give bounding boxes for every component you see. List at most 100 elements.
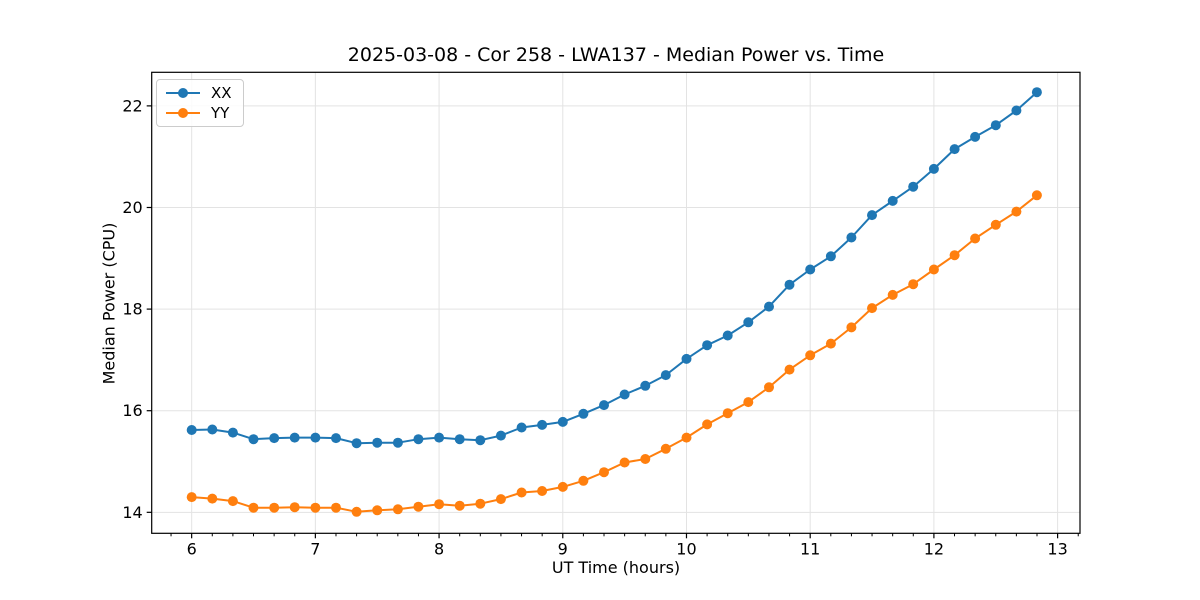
series-yy-marker-35 (908, 279, 919, 290)
series-yy-marker-30 (805, 350, 816, 361)
series-yy-marker-12 (434, 499, 445, 510)
series-yy-marker-25 (702, 419, 713, 430)
series-xx-marker-26 (722, 330, 733, 341)
series-xx-marker-6 (310, 432, 321, 443)
series-xx-marker-22 (640, 380, 651, 391)
series-yy-marker-33 (867, 303, 877, 314)
series-xx-marker-18 (557, 416, 568, 427)
series-xx-marker-31 (825, 251, 836, 262)
series-yy-marker-3 (248, 502, 259, 513)
series-yy-marker-32 (846, 322, 857, 333)
series-yy-marker-20 (599, 467, 609, 478)
x-tick-label-8: 8 (434, 539, 444, 558)
legend-swatch-yy-icon (166, 108, 200, 118)
series-yy-marker-40 (1011, 206, 1022, 217)
series-yy-marker-26 (722, 408, 733, 419)
x-tick-label-13: 13 (1047, 539, 1067, 558)
series-yy-line (190, 194, 1038, 513)
series-xx-marker-40 (1011, 105, 1022, 116)
series-xx-marker-12 (434, 432, 445, 443)
y-tick-label-22: 22 (122, 96, 142, 115)
series-xx-marker-21 (619, 389, 630, 400)
series-yy-marker-21 (619, 457, 630, 468)
series-yy-marker-37 (949, 250, 960, 261)
series-yy-marker-22 (640, 454, 651, 464)
legend-swatch-xx-icon (166, 88, 200, 98)
series-yy-marker-13 (454, 500, 465, 511)
legend-label-yy: YY (211, 104, 230, 122)
series-yy-marker-16 (516, 487, 527, 498)
series-xx-marker-10 (392, 437, 403, 448)
series-xx-marker-20 (599, 400, 609, 411)
series-xx-marker-8 (351, 438, 362, 449)
series-xx-marker-25 (702, 340, 713, 351)
series-xx-marker-4 (269, 433, 280, 444)
series-yy-marker-2 (227, 496, 238, 507)
legend-marker-icon (178, 88, 188, 98)
series-xx-marker-1 (207, 424, 218, 435)
series-yy-marker-29 (784, 364, 795, 375)
series-yy-marker-27 (743, 397, 754, 408)
series-xx-marker-5 (289, 432, 300, 443)
series-yy-marker-1 (207, 493, 218, 504)
x-tick-label-9: 9 (558, 539, 568, 558)
chart-title: 2025-03-08 - Cor 258 - LWA137 - Median P… (347, 44, 885, 66)
series-xx-marker-27 (743, 317, 754, 328)
series-xx-marker-39 (990, 120, 1001, 131)
plot-border (151, 71, 1081, 534)
series-yy-marker-8 (351, 506, 362, 517)
x-tick-label-11: 11 (800, 539, 820, 558)
series-xx-marker-38 (970, 131, 981, 142)
series-xx-marker-41 (1031, 87, 1042, 98)
series-xx-marker-23 (660, 370, 671, 381)
legend-item-yy: YY (164, 104, 232, 122)
series-yy-marker-10 (392, 504, 403, 515)
series-yy-marker-34 (887, 289, 898, 300)
series-xx-marker-3 (248, 434, 259, 445)
series-yy-marker-19 (578, 475, 589, 486)
series-xx-marker-36 (928, 163, 939, 174)
y-axis-label: Median Power (CPU) (99, 222, 119, 385)
series-yy-marker-4 (269, 502, 280, 513)
series-xx-line (190, 91, 1038, 445)
series-yy-marker-18 (557, 481, 568, 492)
series-xx-marker-33 (867, 210, 877, 221)
series-xx-marker-0 (186, 425, 197, 435)
series-xx-marker-19 (578, 408, 589, 419)
series-xx-marker-11 (413, 434, 424, 445)
series-yy-marker-41 (1031, 190, 1042, 201)
x-tick-label-10: 10 (676, 539, 696, 558)
y-tick-label-14: 14 (122, 503, 142, 522)
x-axis-label: UT Time (hours) (551, 558, 681, 577)
series-xx-marker-9 (372, 437, 383, 448)
series-xx-marker-7 (331, 433, 341, 444)
series-yy-marker-23 (660, 443, 671, 454)
series-yy-marker-17 (537, 486, 548, 496)
series-xx-marker-2 (227, 427, 238, 438)
series-yy-marker-39 (990, 219, 1001, 230)
x-tick-label-7: 7 (310, 539, 320, 558)
series-xx-marker-14 (475, 435, 486, 446)
series-xx-marker-28 (764, 301, 774, 312)
y-tick-label-20: 20 (122, 198, 142, 217)
series-xx-marker-29 (784, 279, 795, 290)
series-yy-marker-31 (825, 338, 836, 349)
series-xx-marker-34 (887, 195, 898, 206)
legend-label-xx: XX (211, 84, 232, 102)
series-yy-marker-15 (495, 494, 506, 505)
series-yy-marker-5 (289, 502, 300, 513)
y-tick-label-18: 18 (122, 300, 142, 319)
legend-item-xx: XX (164, 84, 232, 102)
legend-marker-icon (178, 108, 188, 118)
series-xx-marker-16 (516, 422, 527, 433)
series-yy-marker-24 (681, 432, 692, 443)
series-xx-marker-13 (454, 434, 465, 445)
series-yy-marker-7 (331, 502, 341, 513)
x-tick-label-6: 6 (187, 539, 197, 558)
series-yy-marker-0 (186, 492, 197, 503)
series-xx-marker-35 (908, 181, 919, 192)
series-xx-marker-37 (949, 144, 960, 155)
series-xx-marker-24 (681, 353, 692, 364)
